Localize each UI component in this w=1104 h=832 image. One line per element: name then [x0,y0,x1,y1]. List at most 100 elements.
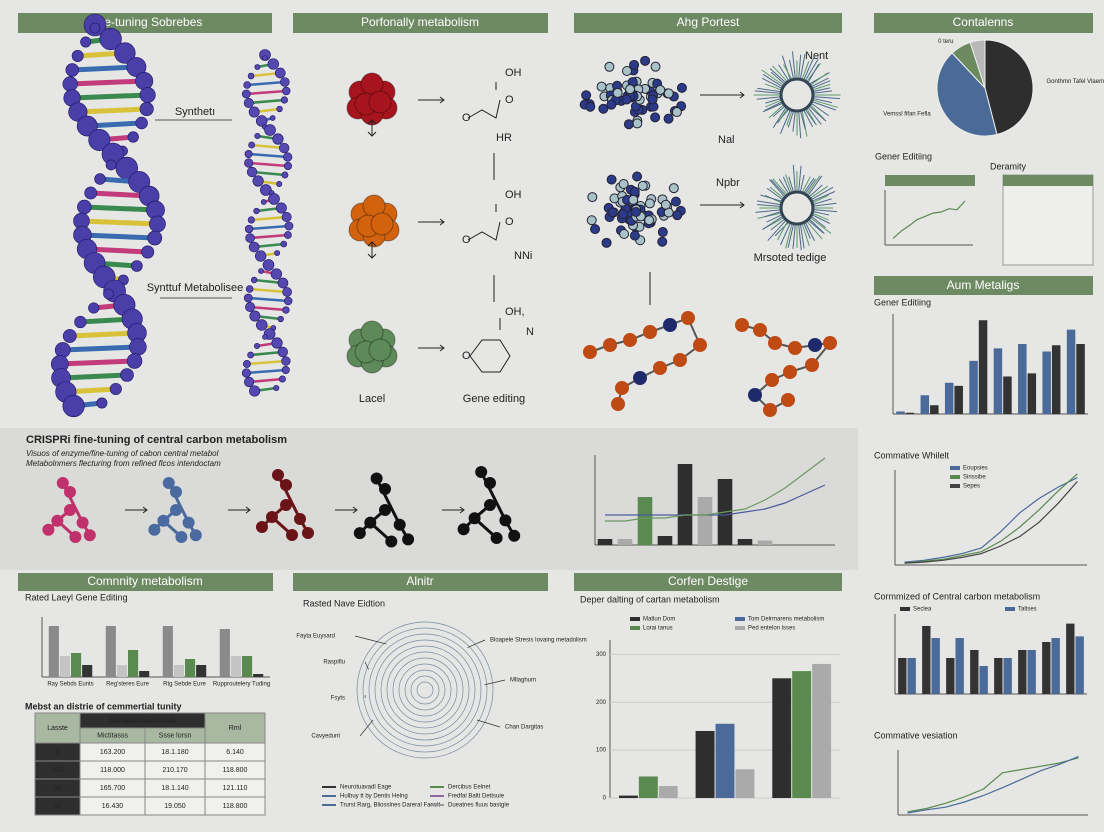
bead [244,150,253,158]
table-cell-text: 210 [52,767,64,774]
bead [99,27,122,51]
fiber [809,104,825,120]
bead [283,296,293,306]
protein-atom [585,101,596,112]
ring [404,669,446,711]
protein-atom [647,94,658,105]
bead [254,64,261,70]
fiber [811,191,836,202]
bar [1003,376,1012,414]
bead [253,207,260,215]
chart-title: Cormmized of Central carbon metabolism [874,591,1040,601]
bead [823,336,837,350]
bead [274,67,286,79]
bar [1051,638,1060,694]
atom [379,504,391,516]
atom [170,486,182,498]
fiber [757,212,782,219]
bead [271,337,283,349]
legend-label: Tom Delrmarens metabolism [748,617,824,623]
fiber [807,219,824,234]
protein-atom [632,171,643,182]
atom [64,486,76,498]
label: Nal [718,134,735,146]
bead [269,115,276,121]
bead [242,360,251,368]
bead [583,345,597,359]
protein-atom [586,215,597,226]
arrow [125,506,148,514]
table-cell-text: 118.800 [223,803,248,810]
bar [219,629,230,677]
bar [657,536,673,545]
table-cell [204,796,266,816]
legend-label: Eoupsies [963,466,988,472]
fiber [764,101,783,111]
legend-label: Fredfal Baltt Dettsuie [448,794,505,800]
fiber [787,110,795,128]
atom [499,514,512,527]
y-tick-label: 200 [596,700,607,706]
bar [116,665,127,677]
fiber [803,57,815,81]
atom [475,466,488,478]
fiber [792,51,796,80]
protein-atom [606,99,617,110]
chart-title: Gener Editiing [874,297,931,307]
legend-swatch [735,626,745,630]
fiber [798,54,802,80]
ring [362,627,488,753]
rung [59,358,135,367]
bead [54,342,71,358]
header-bar [574,13,842,33]
x-tick-label: Ray Sebds Eunts [47,682,93,688]
bead [277,277,289,289]
bead [253,342,260,350]
bar [139,671,150,677]
legend-label: Hulbuy tt by Dentis Helng [340,794,408,800]
fiber [812,96,840,100]
band [0,428,858,570]
chart-title: Deper dalting of cartan metabolism [580,594,720,604]
chart-title: Gener Editiing [875,151,932,161]
line [904,473,1078,564]
bar [71,653,82,677]
protein-atom [660,199,671,210]
atom [368,338,392,362]
bead [103,288,114,300]
bead [279,77,290,87]
radial-subtitle: Rasted Nave Eidtion [303,598,385,608]
fiber [811,214,831,224]
protein-atom [621,65,632,76]
bead [243,98,254,108]
rung [60,372,128,381]
table-cell-text: 16.430 [102,803,124,810]
spoke-label: Fayta Euysard [296,634,335,640]
table-subheader: Ssse lorsn [159,732,192,739]
formula: OH [505,189,522,201]
atom [51,514,64,527]
label: Mrsoted tedige [754,252,827,264]
rung [77,106,147,115]
bar [618,795,638,798]
table-cell-text: 121.110 [223,785,248,792]
protein-atom [596,81,607,92]
bar [772,678,792,798]
protein-atom [581,90,592,101]
header: Contalenns [953,15,1014,29]
rung [250,350,283,357]
line [605,457,826,522]
bar [970,650,979,694]
table-cell-text: 18.1.140 [161,785,188,792]
header: Alnitr [406,574,433,588]
pie-slice [936,52,998,137]
pie-slice [969,39,986,89]
protein-atom [598,103,609,114]
fiber [778,178,790,195]
spoke [476,719,501,728]
table-header: Lasste [47,725,68,732]
bead [623,333,637,347]
fiber [754,90,782,94]
bead [109,382,122,396]
